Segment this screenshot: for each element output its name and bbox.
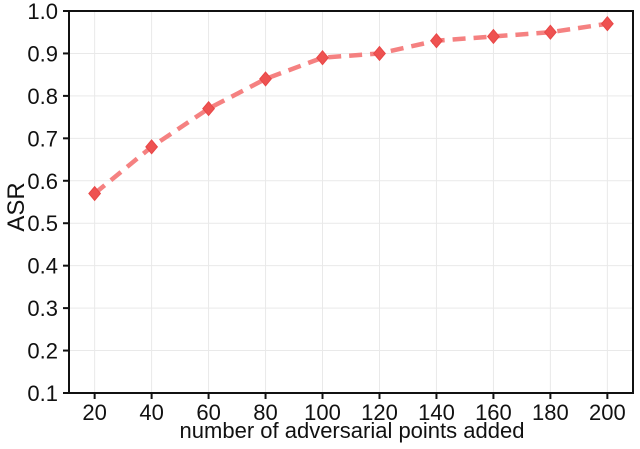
y-tick-label: 0.6: [27, 169, 58, 194]
asr-series-line: [93, 21, 608, 196]
y-tick-label: 1.0: [27, 0, 58, 24]
x-tick-label: 60: [196, 400, 220, 425]
y-tick-label: 0.4: [27, 254, 58, 279]
data-point-marker: [430, 33, 443, 49]
x-tick-label: 20: [82, 400, 106, 425]
x-axis-label: number of adversarial points added: [179, 418, 525, 443]
data-point-marker: [88, 185, 102, 202]
data-point-marker: [259, 71, 272, 87]
x-tick-label: 200: [589, 400, 626, 425]
y-tick-label: 0.9: [27, 41, 58, 66]
y-tick-label: 0.7: [27, 126, 58, 151]
data-point-marker: [600, 16, 614, 32]
x-tick-label: 100: [304, 400, 341, 425]
x-tick-label: 140: [418, 400, 455, 425]
x-tick-label: 120: [361, 400, 398, 425]
data-point-marker: [543, 24, 557, 40]
x-tick-label: 80: [253, 400, 277, 425]
data-point-marker: [316, 50, 329, 66]
x-tick-label: 180: [532, 400, 569, 425]
data-point-marker: [373, 45, 386, 62]
y-tick-label: 0.5: [27, 211, 58, 236]
y-tick-label: 0.2: [27, 339, 58, 364]
data-point-marker: [202, 100, 216, 117]
x-tick-label: 40: [139, 400, 163, 425]
data-point-marker: [486, 28, 500, 45]
data-point-marker: [145, 139, 159, 155]
plot-border: [68, 10, 634, 394]
y-axis-label: ASR: [3, 182, 30, 232]
y-tick-label: 0.3: [27, 296, 58, 321]
x-tick-label: 160: [475, 400, 512, 425]
y-tick-label: 0.8: [27, 84, 58, 109]
y-tick-label: 0.1: [27, 381, 58, 406]
